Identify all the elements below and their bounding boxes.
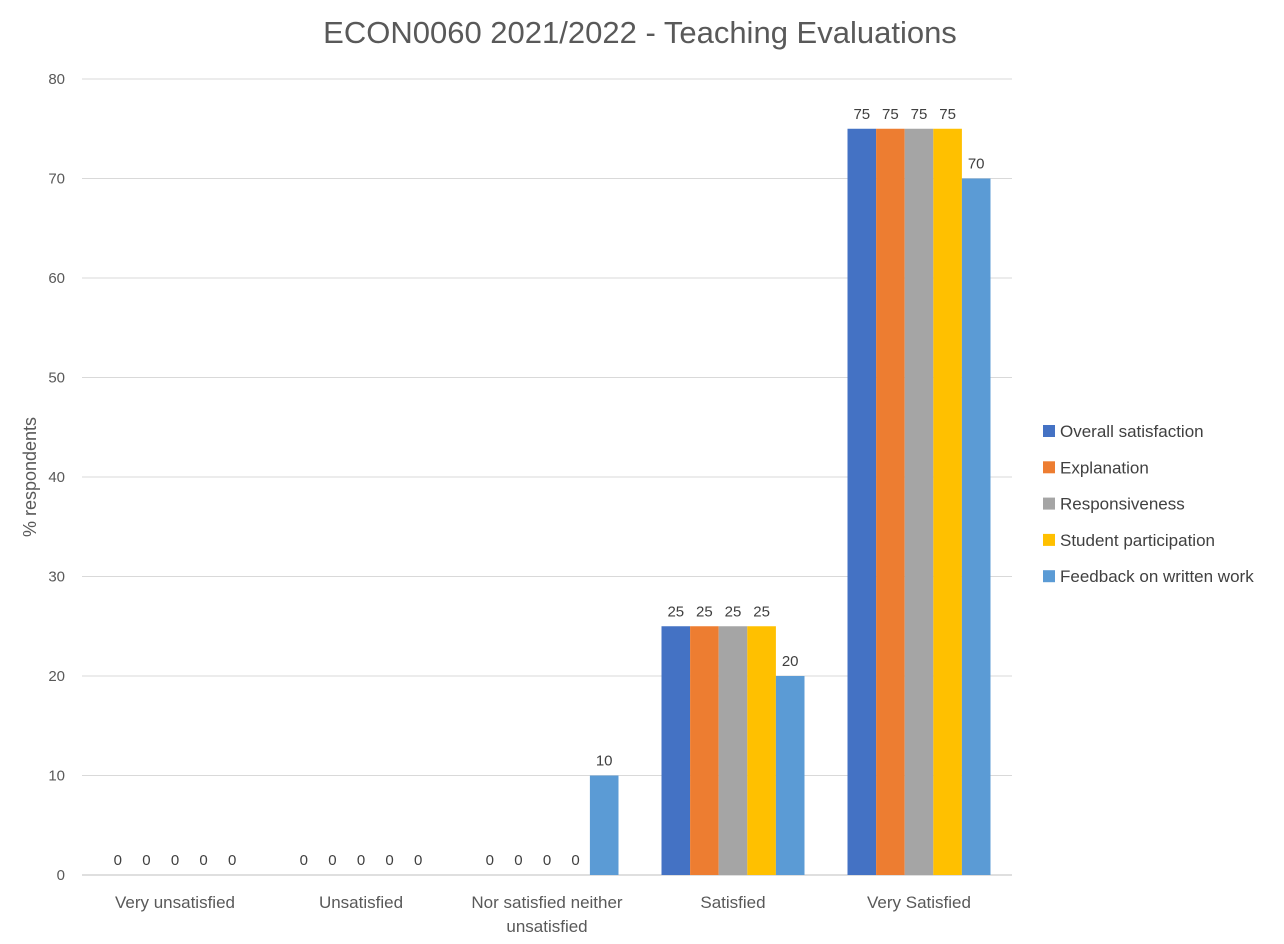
data-label: 70 xyxy=(968,156,985,173)
legend-item: Feedback on written work xyxy=(1043,567,1254,586)
data-label: 0 xyxy=(486,852,494,869)
legend-label: Explanation xyxy=(1060,458,1149,477)
legend-swatch xyxy=(1043,461,1055,474)
data-label: 0 xyxy=(414,852,422,869)
legend-item: Responsiveness xyxy=(1043,495,1185,514)
x-category-label: Very unsatisfied xyxy=(115,893,235,912)
data-label: 20 xyxy=(782,653,799,670)
y-tick-label: 10 xyxy=(48,768,65,785)
data-label: 0 xyxy=(228,852,236,869)
data-label: 0 xyxy=(114,852,122,869)
bar xyxy=(876,128,905,875)
x-category-label: Satisfied xyxy=(700,893,765,912)
bar xyxy=(747,626,776,875)
data-label: 75 xyxy=(939,106,956,123)
legend-item: Explanation xyxy=(1043,458,1149,477)
bar xyxy=(933,128,962,875)
y-axis-label: % respondents xyxy=(20,417,40,537)
data-label: 0 xyxy=(328,852,336,869)
data-label: 0 xyxy=(571,852,579,869)
bar xyxy=(961,178,991,875)
data-label: 25 xyxy=(725,603,742,620)
x-axis-categories: Very unsatisfied Unsatisfied Nor satisfied… xyxy=(115,893,971,936)
data-label: 25 xyxy=(696,603,713,620)
bar xyxy=(661,626,691,875)
data-label: 0 xyxy=(357,852,365,869)
bar xyxy=(775,676,805,875)
data-label: 0 xyxy=(142,852,150,869)
data-label: 75 xyxy=(911,106,928,123)
bar xyxy=(718,626,748,875)
legend-label: Overall satisfaction xyxy=(1060,422,1204,441)
legend-item: Overall satisfaction xyxy=(1043,422,1204,441)
y-tick-label: 40 xyxy=(48,469,65,486)
data-label: 25 xyxy=(753,603,770,620)
bar xyxy=(589,775,619,875)
gridlines xyxy=(82,78,1012,876)
bar xyxy=(847,128,877,875)
data-label: 0 xyxy=(543,852,551,869)
bars xyxy=(589,128,991,875)
y-tick-label: 0 xyxy=(57,867,65,884)
data-label: 0 xyxy=(199,852,207,869)
legend-label: Student participation xyxy=(1060,531,1215,550)
legend-label: Responsiveness xyxy=(1060,495,1185,514)
legend-swatch xyxy=(1043,570,1055,583)
x-category-label: Nor satisfied neither unsatisfied xyxy=(471,893,623,936)
y-tick-label: 50 xyxy=(48,370,65,387)
legend-swatch xyxy=(1043,533,1055,546)
y-tick-label: 60 xyxy=(48,270,65,287)
bar xyxy=(690,626,719,875)
chart-title: ECON0060 2021/2022 - Teaching Evaluation… xyxy=(323,15,957,50)
legend: Overall satisfaction Explanation Responsiv… xyxy=(1043,422,1254,586)
legend-label: Feedback on written work xyxy=(1060,567,1254,586)
legend-swatch xyxy=(1043,497,1055,510)
bar xyxy=(904,128,934,875)
y-axis-ticks: 0 10 20 30 40 50 60 70 80 xyxy=(48,71,65,884)
data-label: 0 xyxy=(385,852,393,869)
data-label: 25 xyxy=(667,603,684,620)
y-tick-label: 30 xyxy=(48,569,65,586)
data-label: 10 xyxy=(596,753,613,770)
data-label: 75 xyxy=(853,106,870,123)
data-label: 75 xyxy=(882,106,899,123)
data-label: 0 xyxy=(300,852,308,869)
data-label: 0 xyxy=(171,852,179,869)
y-tick-label: 70 xyxy=(48,171,65,188)
x-category-label: Very Satisfied xyxy=(867,893,971,912)
y-tick-label: 20 xyxy=(48,668,65,685)
x-category-label: Unsatisfied xyxy=(319,893,403,912)
data-label: 0 xyxy=(514,852,522,869)
legend-swatch xyxy=(1043,425,1055,437)
y-tick-label: 80 xyxy=(48,71,65,88)
data-labels: 0 0 0 0 0 0 0 0 0 0 0 0 0 0 10 25 25 25 25 20 75 75 75 75 70 xyxy=(114,106,985,869)
legend-item: Student participation xyxy=(1043,531,1215,550)
